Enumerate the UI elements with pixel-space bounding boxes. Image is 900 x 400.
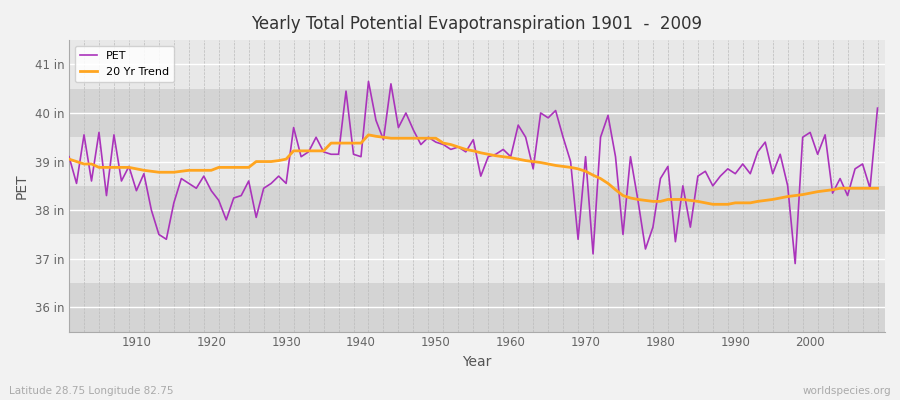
Line: 20 Yr Trend: 20 Yr Trend [69,135,878,204]
Y-axis label: PET: PET [15,173,29,199]
PET [123,164,134,169]
PET [363,79,374,84]
Line: PET: PET [69,82,878,264]
PET [333,152,344,157]
20 Yr Trend [64,157,75,162]
PET [64,154,75,159]
Title: Yearly Total Potential Evapotranspiration 1901  -  2009: Yearly Total Potential Evapotranspiratio… [251,15,703,33]
20 Yr Trend [505,155,516,160]
PET [603,113,614,118]
Bar [69,283,885,332]
20 Yr Trend [288,148,299,153]
X-axis label: Year: Year [463,355,491,369]
PET [790,261,801,266]
20 Yr Trend [603,181,614,186]
Bar [69,89,885,137]
Legend: PET, 20 Yr Trend: PET, 20 Yr Trend [75,46,175,82]
Text: Latitude 28.75 Longitude 82.75: Latitude 28.75 Longitude 82.75 [9,386,174,396]
20 Yr Trend [707,202,718,207]
Bar [69,186,885,234]
PET [872,106,883,110]
20 Yr Trend [363,132,374,137]
20 Yr Trend [123,165,134,170]
PET [505,154,516,159]
PET [513,123,524,128]
Bar [69,40,885,89]
Text: worldspecies.org: worldspecies.org [803,386,891,396]
20 Yr Trend [513,157,524,162]
PET [288,125,299,130]
20 Yr Trend [333,141,344,146]
Bar [69,234,885,283]
Bar [69,137,885,186]
20 Yr Trend [872,186,883,191]
